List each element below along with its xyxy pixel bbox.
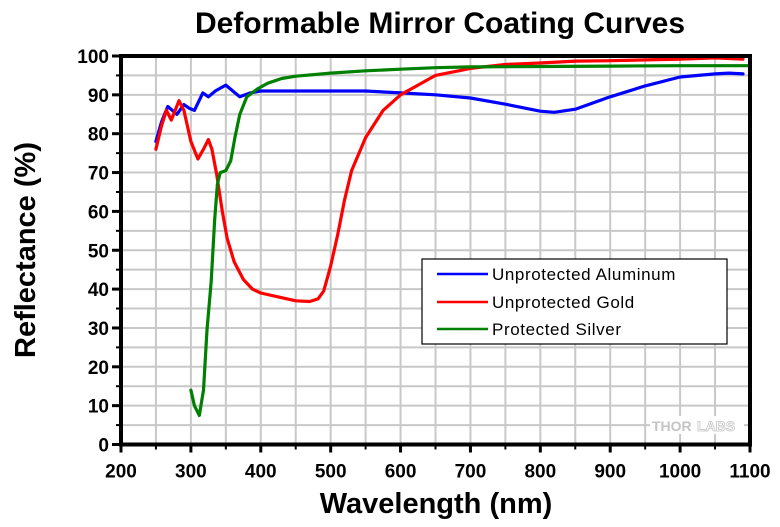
legend-label-gold: Unprotected Gold bbox=[492, 293, 635, 312]
x-tick-label: 200 bbox=[105, 462, 137, 483]
series-line-unprotected-gold bbox=[154, 56, 745, 304]
watermark-labs: LABS bbox=[697, 418, 735, 434]
x-tick-label: 500 bbox=[315, 462, 347, 483]
grid bbox=[121, 56, 750, 445]
y-tick-label: 40 bbox=[88, 280, 109, 301]
watermark-thor: THOR bbox=[652, 418, 692, 434]
y-tick-label: 50 bbox=[88, 241, 109, 262]
legend: Unprotected Aluminum Unprotected Gold Pr… bbox=[421, 258, 728, 345]
chart-title: Deformable Mirror Coating Curves bbox=[195, 7, 685, 40]
series-line-unprotected-aluminum bbox=[154, 71, 745, 144]
series-line-protected-silver bbox=[189, 64, 752, 417]
y-tick-label: 100 bbox=[77, 47, 109, 68]
y-axis-label: Reflectance (%) bbox=[10, 142, 42, 358]
y-tick-label: 90 bbox=[88, 86, 109, 107]
x-tick-label: 900 bbox=[594, 462, 626, 483]
x-tick-label: 800 bbox=[524, 462, 556, 483]
y-tick-label: 30 bbox=[88, 319, 109, 340]
y-tick-label: 80 bbox=[88, 125, 109, 146]
series-layer bbox=[154, 56, 752, 417]
legend-label-silver: Protected Silver bbox=[492, 320, 622, 339]
x-tick-label: 1000 bbox=[659, 462, 701, 483]
legend-label-aluminum: Unprotected Aluminum bbox=[492, 265, 676, 284]
x-axis-label: Wavelength (nm) bbox=[320, 488, 553, 520]
tick-labels: 200 300 400 500 600 700 800 900 1000 1100 0 10 20 30 4… bbox=[77, 47, 770, 483]
y-tick-label: 20 bbox=[88, 358, 109, 379]
x-tick-label: 400 bbox=[245, 462, 277, 483]
x-tick-label: 1100 bbox=[729, 462, 770, 483]
x-tick-label: 600 bbox=[385, 462, 417, 483]
x-tick-label: 300 bbox=[175, 462, 207, 483]
axis-ticks bbox=[112, 54, 752, 453]
y-tick-label: 60 bbox=[88, 202, 109, 223]
y-tick-label: 10 bbox=[88, 397, 109, 418]
x-tick-label: 700 bbox=[455, 462, 487, 483]
thorlabs-watermark: THOR LABS bbox=[650, 416, 744, 434]
y-tick-label: 70 bbox=[88, 164, 109, 185]
y-tick-label: 0 bbox=[98, 436, 109, 457]
